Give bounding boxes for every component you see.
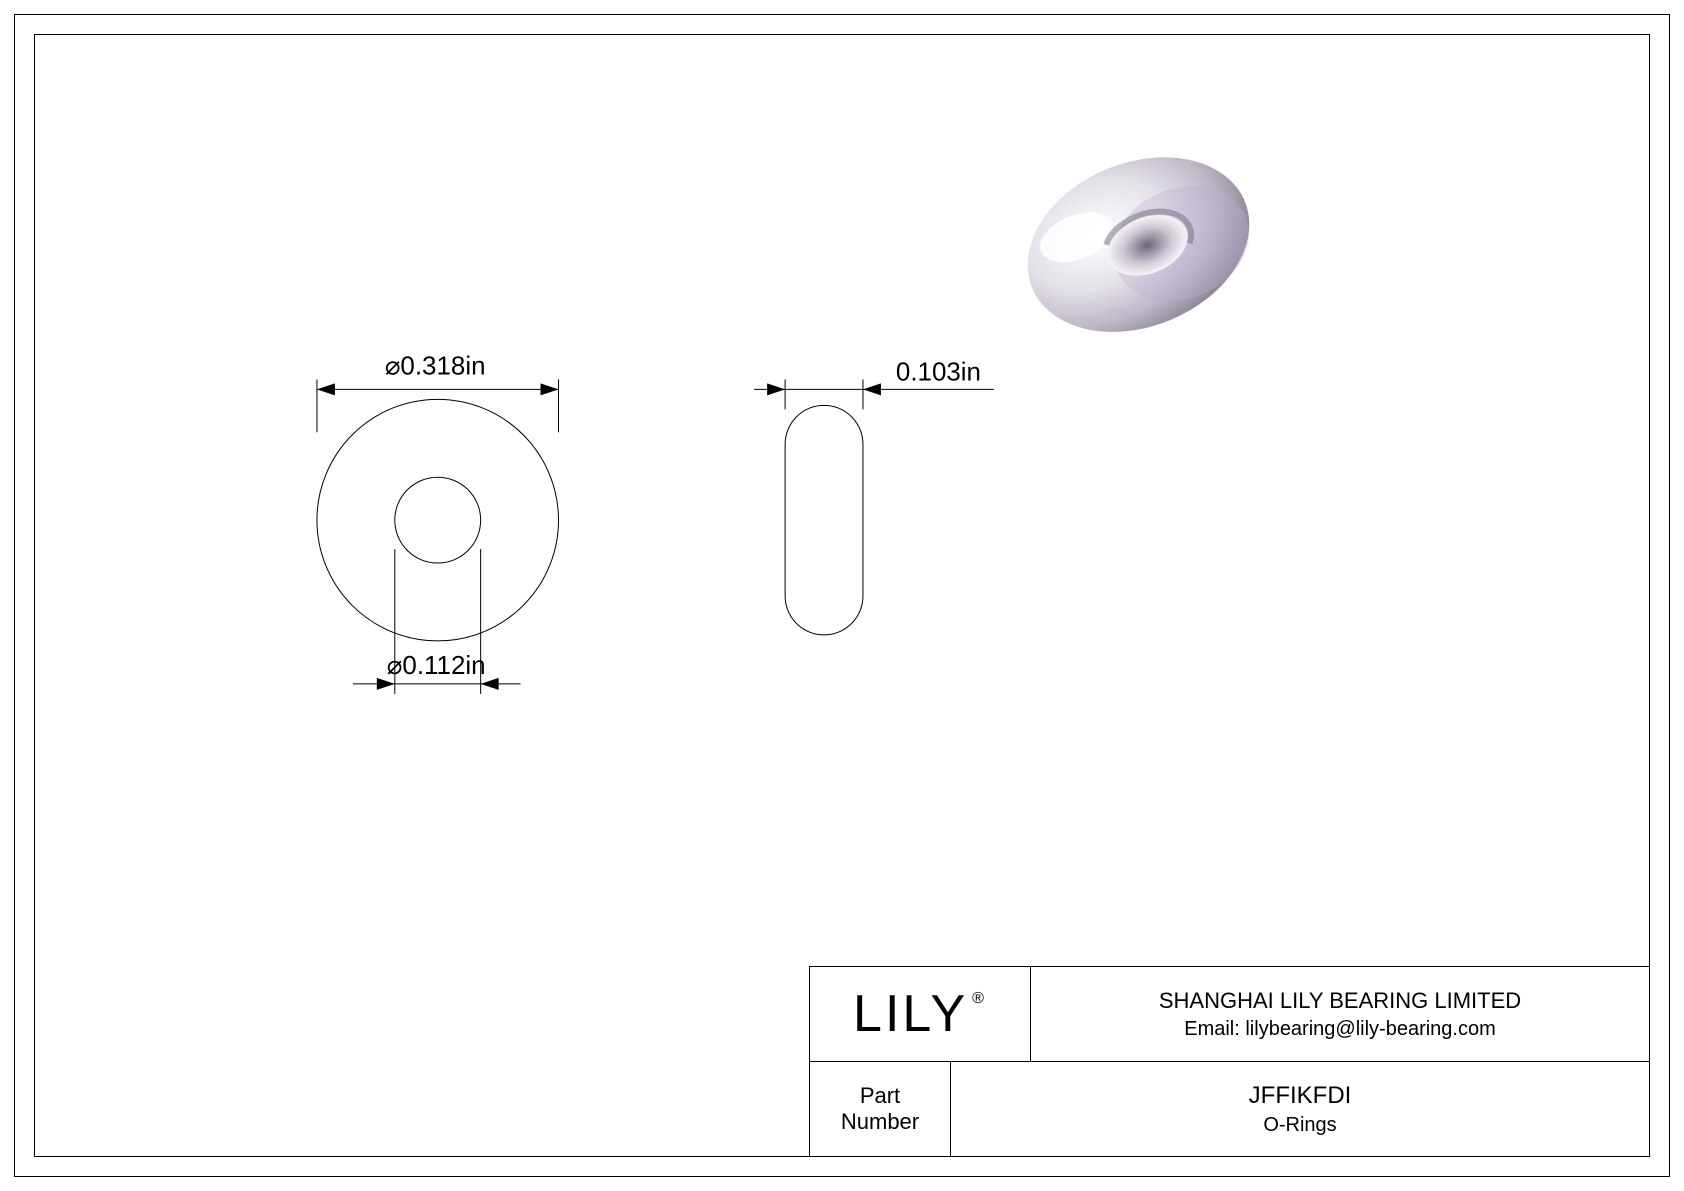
part-number-label-cell: Part Number [810,1062,950,1156]
logo: LILY ® [853,984,987,1044]
part-number-label-line1: Part [860,1083,900,1109]
dim-inner-diameter-label: ⌀0.112in [387,652,486,680]
company-name: SHANGHAI LILY BEARING LIMITED [1159,988,1521,1014]
render-3d-oring [1001,126,1275,364]
dim-outer-diameter: ⌀0.318in [317,352,559,432]
dim-outer-diameter-label: ⌀0.318in [385,352,486,380]
part-number-value: JFFIKFDI [1249,1082,1352,1110]
dim-thickness: 0.103in [754,358,994,409]
title-block: LILY ® SHANGHAI LILY BEARING LIMITED Ema… [809,966,1649,1156]
cross-section-outline [785,405,863,635]
side-view: 0.103in [754,358,994,635]
dim-inner-diameter: ⌀0.112in [353,549,521,694]
part-number-label-line2: Number [841,1109,919,1135]
part-number-value-cell: JFFIKFDI O-Rings [950,1062,1649,1156]
title-block-row-part: Part Number JFFIKFDI O-Rings [810,1062,1649,1156]
logo-cell: LILY ® [810,967,1030,1061]
dim-thickness-label: 0.103in [896,358,981,386]
outer-circle [317,399,559,641]
logo-text: LILY [853,984,968,1044]
title-block-row-company: LILY ® SHANGHAI LILY BEARING LIMITED Ema… [810,967,1649,1062]
company-email: Email: lilybearing@lily-bearing.com [1184,1018,1496,1041]
inner-circle [395,477,481,563]
part-description: O-Rings [1263,1114,1336,1137]
logo-registered: ® [972,990,987,1008]
inner-frame: ⌀0.318in ⌀0.112in [34,34,1650,1157]
email-value: lilybearing@lily-bearing.com [1245,1018,1495,1040]
email-label: Email: [1184,1018,1245,1040]
company-info-cell: SHANGHAI LILY BEARING LIMITED Email: lil… [1030,967,1649,1061]
front-view: ⌀0.318in ⌀0.112in [317,352,559,693]
